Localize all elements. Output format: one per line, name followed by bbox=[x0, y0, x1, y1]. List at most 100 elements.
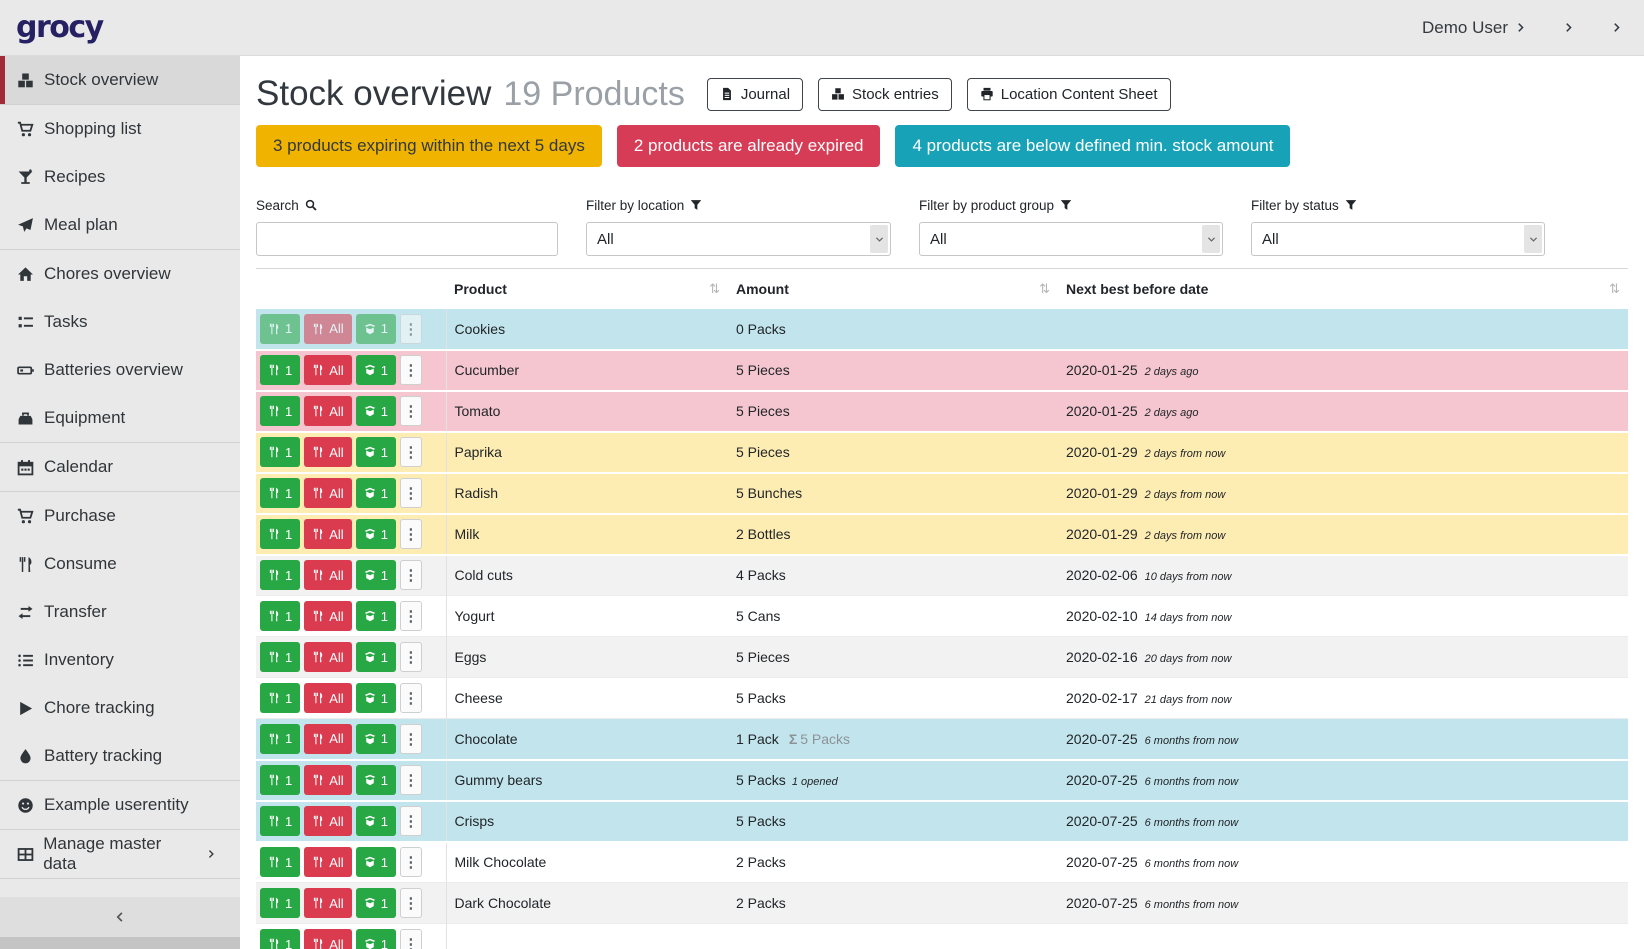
admin-menu[interactable] bbox=[1604, 22, 1622, 33]
expired-badge[interactable]: 2 products are already expired bbox=[617, 125, 881, 167]
grocy-logo[interactable]: grocy bbox=[16, 10, 103, 45]
open-one-button[interactable]: 1 bbox=[356, 314, 396, 344]
consume-all-button[interactable]: All bbox=[304, 683, 351, 713]
settings-menu[interactable] bbox=[1556, 22, 1574, 33]
user-menu[interactable]: Demo User bbox=[1415, 18, 1526, 38]
consume-all-button[interactable]: All bbox=[304, 724, 351, 754]
sort-icon[interactable]: ⇅ bbox=[1039, 281, 1050, 297]
sidebar-item-shopping-list[interactable]: Shopping list bbox=[0, 105, 240, 153]
consume-all-button[interactable]: All bbox=[304, 847, 351, 877]
row-menu-button[interactable]: ⋮ bbox=[400, 683, 422, 713]
open-one-button[interactable]: 1 bbox=[356, 888, 396, 918]
open-one-button[interactable]: 1 bbox=[356, 437, 396, 467]
consume-all-button[interactable]: All bbox=[304, 806, 351, 836]
consume-all-button[interactable]: All bbox=[304, 560, 351, 590]
sidebar-item-consume[interactable]: Consume bbox=[0, 540, 240, 588]
row-menu-button[interactable]: ⋮ bbox=[400, 560, 422, 590]
expiring-soon-badge[interactable]: 3 products expiring within the next 5 da… bbox=[256, 125, 602, 167]
sidebar-item-equipment[interactable]: Equipment bbox=[0, 394, 240, 442]
consume-one-button[interactable]: 1 bbox=[260, 437, 300, 467]
consume-one-button[interactable]: 1 bbox=[260, 314, 300, 344]
sidebar-item-batteries-overview[interactable]: Batteries overview bbox=[0, 346, 240, 394]
consume-one-button[interactable]: 1 bbox=[260, 601, 300, 631]
row-menu-button[interactable]: ⋮ bbox=[400, 478, 422, 508]
open-one-button[interactable]: 1 bbox=[356, 642, 396, 672]
consume-one-button[interactable]: 1 bbox=[260, 396, 300, 426]
sidebar-item-recipes[interactable]: Recipes bbox=[0, 153, 240, 201]
sidebar-item-stock-overview[interactable]: Stock overview bbox=[0, 56, 240, 104]
consume-all-button[interactable]: All bbox=[304, 396, 351, 426]
sidebar-item-calendar[interactable]: Calendar bbox=[0, 443, 240, 491]
row-menu-button[interactable]: ⋮ bbox=[400, 437, 422, 467]
open-one-button[interactable]: 1 bbox=[356, 765, 396, 795]
sidebar-item-inventory[interactable]: Inventory bbox=[0, 636, 240, 684]
row-menu-button[interactable]: ⋮ bbox=[400, 601, 422, 631]
consume-all-button[interactable]: All bbox=[304, 601, 351, 631]
consume-all-button[interactable]: All bbox=[304, 478, 351, 508]
open-one-button[interactable]: 1 bbox=[356, 683, 396, 713]
stock-entries-button[interactable]: Stock entries bbox=[818, 78, 952, 111]
sidebar-item-chores-overview[interactable]: Chores overview bbox=[0, 250, 240, 298]
consume-one-button[interactable]: 1 bbox=[260, 724, 300, 754]
row-menu-button[interactable]: ⋮ bbox=[400, 519, 422, 549]
consume-all-button[interactable]: All bbox=[304, 355, 351, 385]
sort-icon[interactable]: ⇅ bbox=[1609, 281, 1620, 297]
sidebar-item-tasks[interactable]: Tasks bbox=[0, 298, 240, 346]
consume-one-button[interactable]: 1 bbox=[260, 478, 300, 508]
sidebar-item-chore-tracking[interactable]: Chore tracking bbox=[0, 684, 240, 732]
row-menu-button[interactable]: ⋮ bbox=[400, 847, 422, 877]
below-min-stock-badge[interactable]: 4 products are below defined min. stock … bbox=[895, 125, 1290, 167]
open-one-button[interactable]: 1 bbox=[356, 560, 396, 590]
consume-all-button[interactable]: All bbox=[304, 314, 351, 344]
consume-one-button[interactable]: 1 bbox=[260, 806, 300, 836]
row-menu-button[interactable]: ⋮ bbox=[400, 642, 422, 672]
consume-one-button[interactable]: 1 bbox=[260, 560, 300, 590]
open-one-button[interactable]: 1 bbox=[356, 519, 396, 549]
consume-all-button[interactable]: All bbox=[304, 888, 351, 918]
open-one-button[interactable]: 1 bbox=[356, 724, 396, 754]
consume-one-button[interactable]: 1 bbox=[260, 765, 300, 795]
sidebar-item-transfer[interactable]: Transfer bbox=[0, 588, 240, 636]
row-menu-button[interactable]: ⋮ bbox=[400, 806, 422, 836]
sidebar-collapse-button[interactable] bbox=[0, 897, 240, 937]
search-input[interactable] bbox=[256, 222, 558, 256]
consume-all-button[interactable]: All bbox=[304, 642, 351, 672]
consume-one-button[interactable]: 1 bbox=[260, 355, 300, 385]
location-filter-select[interactable]: All bbox=[586, 222, 891, 256]
open-one-button[interactable]: 1 bbox=[356, 355, 396, 385]
row-menu-button[interactable]: ⋮ bbox=[400, 929, 422, 949]
best-before-column-header[interactable]: Next best before date⇅ bbox=[1058, 269, 1628, 309]
sort-icon[interactable]: ⇅ bbox=[709, 281, 720, 297]
sidebar-item-manage-master-data[interactable]: Manage master data bbox=[0, 830, 240, 878]
consume-all-button[interactable]: All bbox=[304, 765, 351, 795]
status-filter-select[interactable]: All bbox=[1251, 222, 1545, 256]
row-menu-button[interactable]: ⋮ bbox=[400, 888, 422, 918]
open-one-button[interactable]: 1 bbox=[356, 806, 396, 836]
sidebar-item-battery-tracking[interactable]: Battery tracking bbox=[0, 732, 240, 780]
open-one-button[interactable]: 1 bbox=[356, 396, 396, 426]
sidebar-item-purchase[interactable]: Purchase bbox=[0, 492, 240, 540]
consume-one-button[interactable]: 1 bbox=[260, 888, 300, 918]
sidebar-item-meal-plan[interactable]: Meal plan bbox=[0, 201, 240, 249]
row-menu-button[interactable]: ⋮ bbox=[400, 355, 422, 385]
consume-all-button[interactable]: All bbox=[304, 437, 351, 467]
row-menu-button[interactable]: ⋮ bbox=[400, 724, 422, 754]
consume-one-button[interactable]: 1 bbox=[260, 519, 300, 549]
product-group-filter-select[interactable]: All bbox=[919, 222, 1223, 256]
open-one-button[interactable]: 1 bbox=[356, 847, 396, 877]
row-menu-button[interactable]: ⋮ bbox=[400, 314, 422, 344]
consume-one-button[interactable]: 1 bbox=[260, 929, 300, 949]
consume-one-button[interactable]: 1 bbox=[260, 683, 300, 713]
sidebar-item-example-userentity[interactable]: Example userentity bbox=[0, 781, 240, 829]
open-one-button[interactable]: 1 bbox=[356, 601, 396, 631]
consume-all-button[interactable]: All bbox=[304, 519, 351, 549]
product-column-header[interactable]: Product⇅ bbox=[446, 269, 728, 309]
open-one-button[interactable]: 1 bbox=[356, 929, 396, 949]
row-menu-button[interactable]: ⋮ bbox=[400, 396, 422, 426]
row-menu-button[interactable]: ⋮ bbox=[400, 765, 422, 795]
consume-all-button[interactable]: All bbox=[304, 929, 351, 949]
consume-one-button[interactable]: 1 bbox=[260, 847, 300, 877]
amount-column-header[interactable]: Amount⇅ bbox=[728, 269, 1058, 309]
open-one-button[interactable]: 1 bbox=[356, 478, 396, 508]
location-content-sheet-button[interactable]: Location Content Sheet bbox=[967, 78, 1171, 111]
